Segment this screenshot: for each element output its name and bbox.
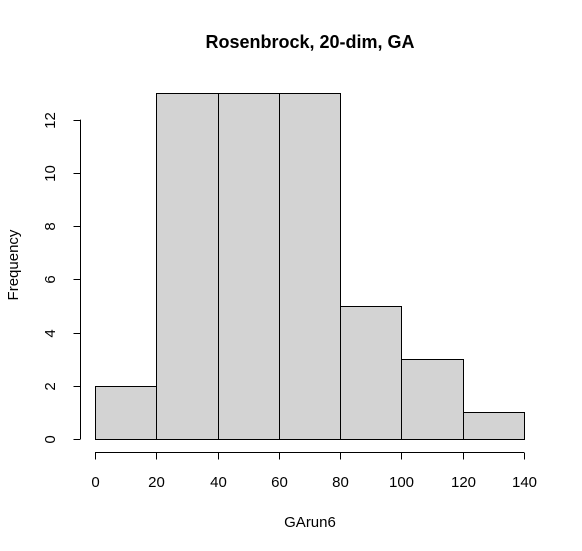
histogram-bar [95,386,157,440]
y-tick-label: 8 [42,222,59,230]
x-axis: 0 20 40 60 80 100 120 140 [91,452,537,491]
x-tick-label: 120 [451,474,476,491]
histogram-bar [218,93,280,440]
x-tick-label: 140 [512,474,537,491]
histogram-bar [401,359,464,440]
x-tick-label: 60 [271,474,288,491]
y-axis-title: Frequency [5,229,22,300]
y-tick-label: 12 [42,112,59,129]
y-tick-label: 4 [42,329,59,337]
chart-title: Rosenbrock, 20-dim, GA [205,32,414,52]
x-axis-title: GArun6 [284,514,336,531]
histogram-bar [156,93,219,440]
x-tick-label: 20 [148,474,165,491]
y-axis: 0 2 4 6 8 10 12 [42,112,81,444]
x-tick-label: 100 [389,474,414,491]
x-tick-label: 80 [332,474,349,491]
histogram-bar [279,93,341,440]
y-tick-label: 0 [42,435,59,443]
x-tick-label: 0 [91,474,99,491]
y-tick-label: 6 [42,275,59,283]
bars-layer [95,93,525,440]
x-tick-label: 40 [210,474,227,491]
histogram-bar [340,306,402,440]
histogram-bar [463,412,525,440]
y-tick-label: 10 [42,165,59,182]
y-tick-label: 2 [42,382,59,390]
